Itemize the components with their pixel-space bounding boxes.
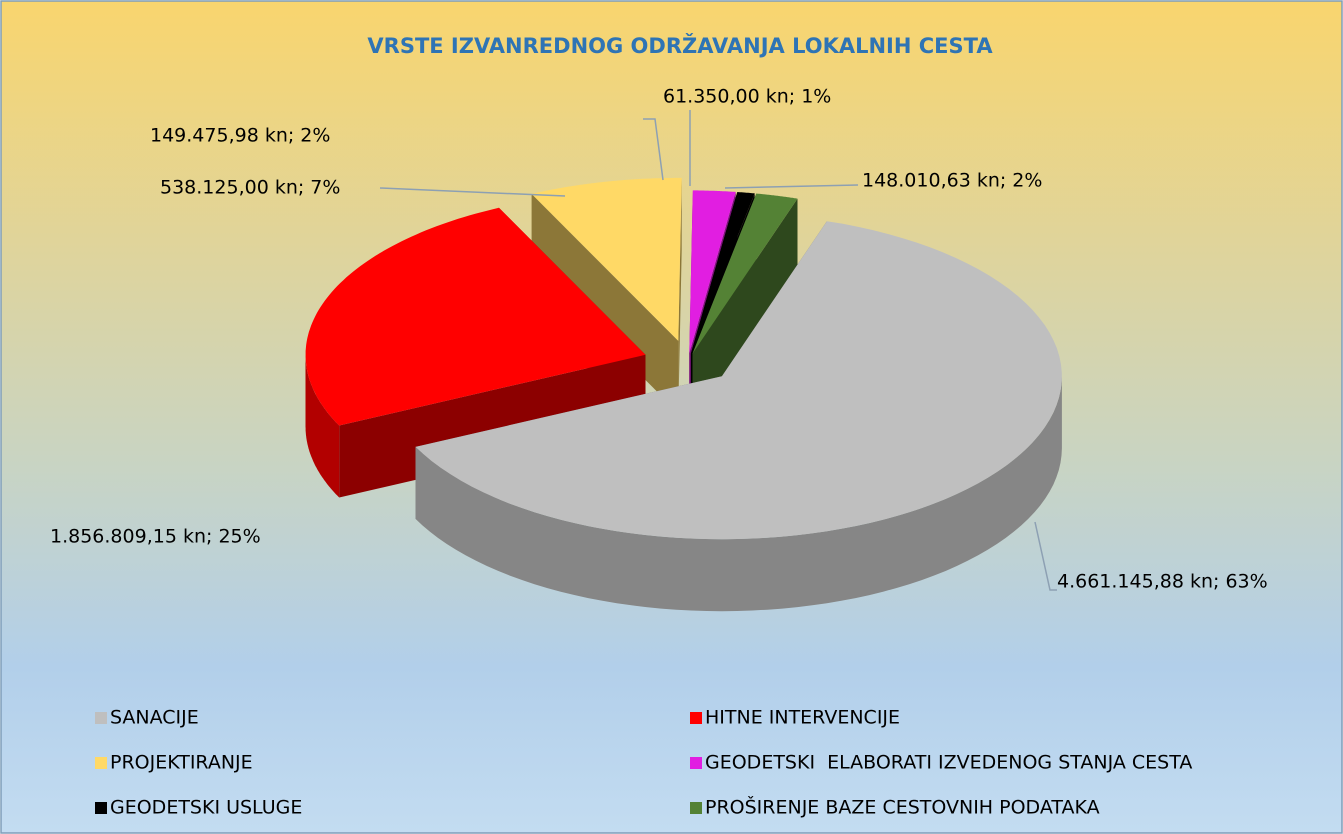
slice-side — [305, 354, 340, 498]
legend-swatch — [95, 802, 107, 814]
slice — [415, 221, 1062, 540]
leader-line — [1034, 521, 1057, 591]
leader-line — [643, 118, 664, 181]
data-label: 538.125,00 kn; 7% — [160, 177, 340, 199]
leader-line — [724, 184, 859, 189]
data-label: 1.856.809,15 kn; 25% — [50, 526, 261, 548]
legend-swatch — [690, 712, 702, 724]
legend-swatch — [95, 757, 107, 769]
pie — [305, 177, 1062, 612]
slice-wall — [678, 177, 682, 413]
data-label: 61.350,00 kn; 1% — [663, 86, 831, 108]
data-label: 149.475,98 kn; 2% — [150, 125, 330, 147]
slice — [305, 207, 646, 426]
chart-title: VRSTE IZVANREDNOG ODRŽAVANJA LOKALNIH CE… — [367, 33, 993, 58]
legend-label: PROJEKTIRANJE — [110, 752, 253, 774]
legend-label: PROŠIRENJE BAZE CESTOVNIH PODATAKA — [705, 795, 1100, 819]
slice — [689, 190, 736, 354]
slice — [690, 192, 755, 354]
legend-label: GEODETSKI ELABORATI IZVEDENOG STANJA CES… — [705, 752, 1192, 774]
data-label: 148.010,63 kn; 2% — [862, 170, 1042, 192]
slice — [692, 193, 798, 354]
labels: 4.661.145,88 kn; 63% 1.856.809,15 kn; 25%… — [50, 86, 1268, 819]
legend-label: HITNE INTERVENCIJE — [705, 707, 900, 729]
legend-label: SANACIJE — [110, 707, 199, 729]
legend-label: GEODETSKI USLUGE — [110, 797, 302, 819]
slice-wall — [692, 198, 798, 426]
leader-line — [379, 187, 566, 197]
slice — [531, 177, 682, 341]
legend-swatch — [690, 757, 702, 769]
data-label: 4.661.145,88 kn; 63% — [1057, 571, 1268, 593]
slice-side — [415, 376, 1062, 612]
legend-swatch — [690, 802, 702, 814]
legend-swatch — [95, 712, 107, 724]
